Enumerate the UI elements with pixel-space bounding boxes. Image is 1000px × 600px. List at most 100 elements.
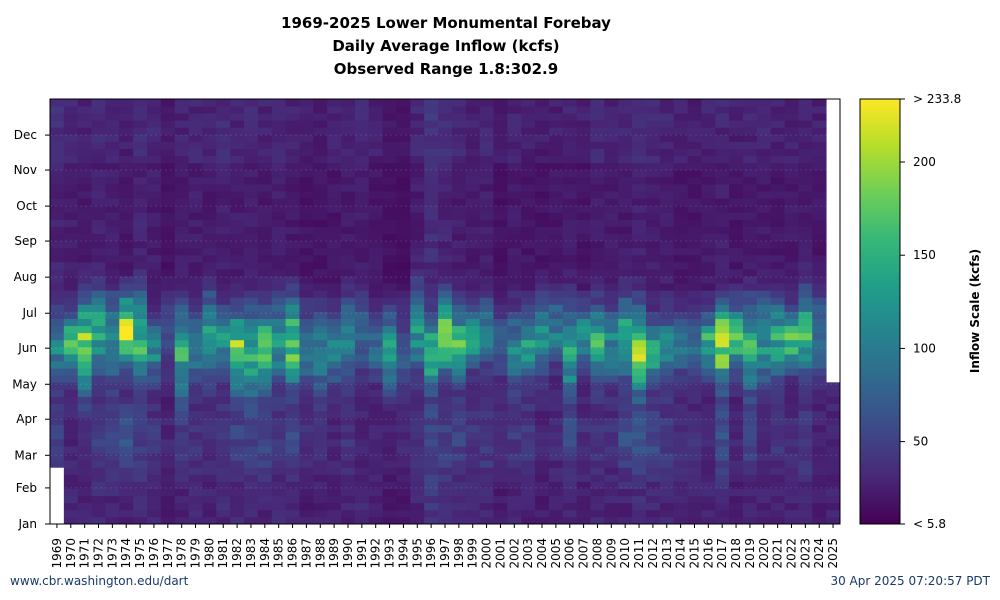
heatmap-cell (659, 283, 675, 291)
heatmap-cell (327, 382, 342, 390)
heatmap-cell (285, 169, 300, 178)
heatmap-cell (632, 417, 647, 426)
heatmap-cell (562, 446, 578, 454)
heatmap-cell (91, 198, 106, 206)
heatmap-cell (244, 276, 259, 284)
heatmap-cell (438, 304, 453, 312)
heatmap-cell (50, 403, 65, 412)
heatmap-cell (673, 389, 688, 397)
heatmap-cell (742, 176, 758, 185)
heatmap-cell (133, 424, 148, 433)
heatmap-cell (368, 467, 384, 475)
heatmap-cell (798, 120, 813, 128)
heatmap-cell (147, 304, 162, 312)
heatmap-cell (701, 212, 716, 220)
heatmap-cell (368, 240, 384, 249)
heatmap-cell (756, 403, 772, 412)
heatmap-cell (244, 113, 259, 121)
heatmap-cell (784, 254, 799, 263)
heatmap-cell (493, 212, 508, 220)
source-link[interactable]: www.cbr.washington.edu/dart (10, 574, 189, 588)
heatmap-cell (493, 99, 508, 107)
heatmap-cell (50, 162, 65, 171)
heatmap-cell (50, 233, 65, 242)
heatmap-cell (160, 254, 176, 263)
heatmap-cell (521, 361, 536, 369)
heatmap-cell (618, 127, 633, 135)
heatmap-cell (341, 488, 356, 497)
heatmap-cell (465, 290, 481, 298)
heatmap-cell (396, 134, 411, 142)
heatmap-cell (382, 382, 397, 390)
heatmap-cell (645, 226, 661, 234)
heatmap-cell (396, 488, 411, 497)
heatmap-cell (271, 191, 287, 199)
heatmap-cell (188, 410, 203, 419)
heatmap-cell (548, 233, 564, 242)
heatmap-cell (507, 396, 522, 404)
heatmap-cell (438, 276, 453, 284)
heatmap-cell (354, 481, 370, 489)
heatmap-cell (174, 226, 189, 234)
heatmap-cell (451, 184, 467, 192)
heatmap-cell (63, 332, 79, 341)
heatmap-cell (202, 162, 217, 171)
heatmap-cell (798, 212, 813, 220)
heatmap-cell (202, 226, 217, 234)
heatmap-cell (271, 198, 287, 206)
heatmap-cell (756, 304, 772, 312)
heatmap-cell (673, 446, 688, 454)
heatmap-cell (147, 134, 162, 142)
heatmap-cell (590, 509, 605, 518)
heatmap-cell (257, 276, 273, 284)
colorbar-tick-label: 200 (913, 155, 936, 169)
heatmap-cell (645, 212, 661, 220)
heatmap-cell (590, 276, 605, 284)
heatmap-cell (105, 410, 120, 419)
heatmap-cell (493, 240, 508, 249)
heatmap-cell (147, 361, 162, 369)
heatmap-cell (659, 290, 675, 298)
heatmap-cell (479, 339, 494, 348)
heatmap-cell (798, 184, 813, 192)
y-tick-label: Oct (16, 199, 37, 213)
heatmap-cell (63, 269, 79, 277)
heatmap-cell (673, 403, 688, 412)
heatmap-cell (368, 453, 384, 461)
heatmap-cell (784, 318, 799, 327)
heatmap-cell (715, 424, 730, 433)
heatmap-cell (701, 169, 716, 178)
heatmap-cell (673, 240, 688, 249)
heatmap-cell (133, 127, 148, 135)
heatmap-cell (202, 254, 217, 263)
heatmap-cell (687, 424, 702, 433)
x-tick-label: 1985 (272, 538, 286, 569)
heatmap-cell (756, 368, 772, 376)
heatmap-cell (479, 403, 494, 412)
heatmap-cell (50, 410, 65, 419)
heatmap-cell (63, 424, 79, 433)
heatmap-cell (91, 169, 106, 178)
heatmap-cell (798, 346, 813, 355)
heatmap-cell (507, 141, 522, 149)
heatmap-cell (535, 269, 550, 277)
heatmap-cell (382, 106, 397, 114)
heatmap-cell (659, 403, 675, 412)
heatmap-cell (479, 502, 494, 511)
heatmap-cell (798, 240, 813, 249)
heatmap-cell (119, 205, 134, 213)
heatmap-cell (604, 354, 619, 362)
heatmap-cell (493, 311, 508, 319)
heatmap-cell (562, 439, 578, 447)
heatmap-cell (244, 354, 259, 362)
heatmap-cell (576, 318, 591, 327)
heatmap-cell (798, 233, 813, 242)
heatmap-cell (396, 453, 411, 461)
heatmap-cell (715, 509, 730, 518)
heatmap-cell (160, 127, 176, 135)
heatmap-cell (410, 495, 425, 504)
heatmap-cell (354, 509, 370, 518)
heatmap-cell (576, 141, 591, 149)
heatmap-cell (632, 410, 647, 419)
heatmap-cell (687, 304, 702, 312)
